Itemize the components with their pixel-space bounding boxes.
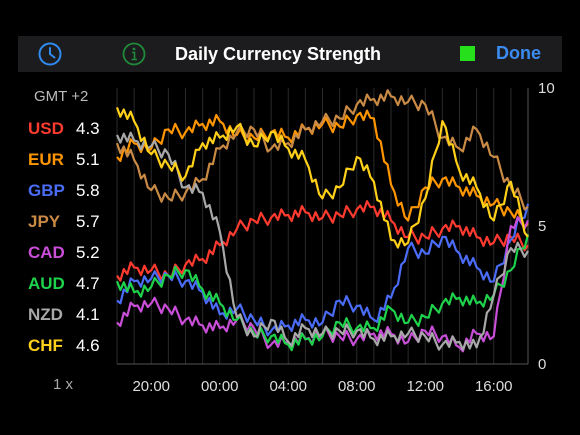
series-line-nzd (115, 131, 529, 351)
legend-row-cad[interactable]: CAD 5.2 (26, 243, 116, 274)
currency-legend: USD 4.3 EUR 5.1 GBP 5.8 JPY 5.7 CAD 5.2 AUD 4.7 NZD 4… (26, 119, 116, 367)
legend-currency: USD (28, 119, 64, 138)
timezone-label[interactable]: GMT +2 (34, 88, 89, 105)
series-line-usd (116, 200, 529, 282)
zoom-label[interactable]: 1 x (53, 376, 74, 393)
status-indicator (460, 46, 475, 61)
legend-row-eur[interactable]: EUR 5.1 (26, 150, 116, 181)
clock-icon[interactable] (37, 41, 63, 67)
x-tick-label: 16:00 (475, 378, 513, 395)
legend-currency: AUD (28, 274, 65, 293)
x-tick-label: 20:00 (132, 378, 170, 395)
legend-value: 4.1 (76, 305, 100, 324)
legend-currency: JPY (28, 212, 61, 231)
legend-currency: GBP (28, 181, 65, 200)
series-line-chf (115, 106, 529, 249)
x-tick-label: 04:00 (269, 378, 307, 395)
page-title: Daily Currency Strength (174, 44, 382, 64)
x-tick-label: 12:00 (406, 378, 444, 395)
info-icon[interactable] (121, 41, 147, 67)
legend-row-nzd[interactable]: NZD 4.1 (26, 305, 116, 336)
y-tick-label: 0 (538, 356, 546, 373)
series-line-eur (116, 109, 529, 229)
y-tick-label: 5 (538, 218, 546, 235)
legend-row-gbp[interactable]: GBP 5.8 (26, 181, 116, 212)
legend-currency: NZD (28, 305, 63, 324)
y-tick-label: 10 (538, 80, 555, 97)
done-button[interactable]: Done (496, 43, 541, 63)
series-line-gbp (116, 203, 530, 337)
legend-value: 4.3 (76, 119, 100, 138)
legend-row-chf[interactable]: CHF 4.6 (26, 336, 116, 367)
legend-value: 4.6 (76, 336, 100, 355)
legend-row-usd[interactable]: USD 4.3 (26, 119, 116, 150)
legend-value: 5.7 (76, 212, 100, 231)
series-line-jpy (115, 89, 529, 211)
legend-currency: CHF (28, 336, 63, 355)
top-bar: Daily Currency Strength Done (18, 36, 562, 72)
legend-row-jpy[interactable]: JPY 5.7 (26, 212, 116, 243)
series-line-aud (115, 234, 530, 352)
legend-currency: CAD (28, 243, 65, 262)
legend-value: 4.7 (76, 274, 100, 293)
legend-currency: EUR (28, 150, 64, 169)
legend-row-aud[interactable]: AUD 4.7 (26, 274, 116, 305)
legend-value: 5.2 (76, 243, 100, 262)
x-tick-label: 00:00 (201, 378, 239, 395)
legend-value: 5.1 (76, 150, 100, 169)
legend-value: 5.8 (76, 181, 100, 200)
x-tick-label: 08:00 (338, 378, 376, 395)
